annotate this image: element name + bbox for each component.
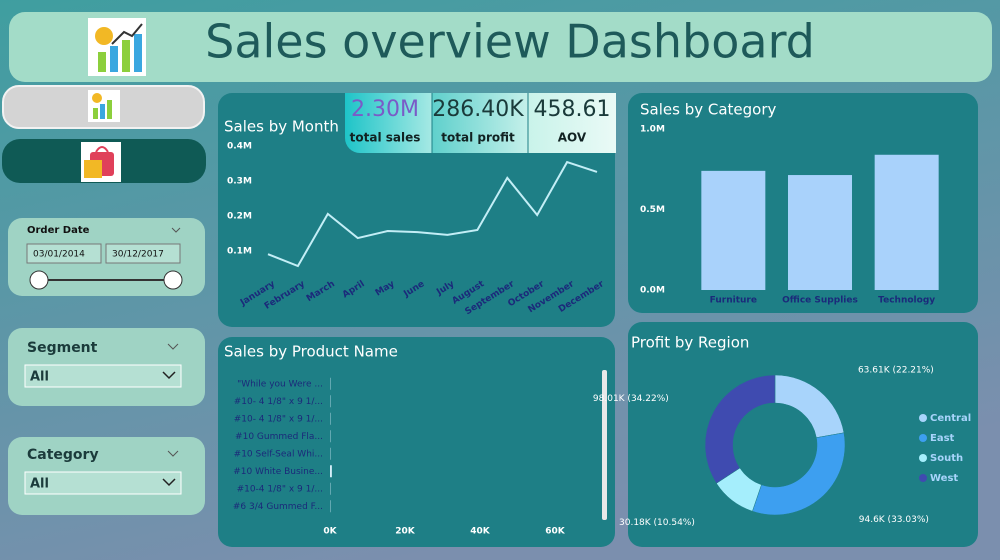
kpi-label: AOV bbox=[558, 131, 587, 145]
date-end: 30/12/2017 bbox=[112, 250, 164, 260]
chevron[interactable] bbox=[171, 227, 181, 233]
y-tick-label: #10 Self-Seal Whi... bbox=[234, 449, 323, 459]
data-label: 63.61K (22.21%) bbox=[858, 365, 934, 375]
scrollbar[interactable] bbox=[602, 370, 607, 520]
y-tick-label: #10 Gummed Fla... bbox=[235, 432, 323, 442]
chevron bbox=[167, 450, 179, 457]
x-tick-label: Technology bbox=[878, 296, 935, 306]
data-label: 98.01K (34.22%) bbox=[593, 394, 669, 404]
data-label: 94.6K (33.03%) bbox=[859, 515, 929, 525]
kpi-label: total sales bbox=[350, 131, 421, 145]
chart-title: Sales by Product Name bbox=[224, 343, 398, 361]
logo-icon bbox=[88, 18, 146, 76]
bar bbox=[330, 465, 332, 478]
data-label: 30.18K (10.54%) bbox=[619, 518, 695, 528]
y-tick-label: #6 3/4 Gummed F... bbox=[233, 502, 323, 512]
nav-icon bbox=[88, 90, 120, 122]
kpi-value: 2.30M bbox=[351, 97, 419, 122]
panel bbox=[218, 337, 615, 547]
y-tick-label: 1.0M bbox=[640, 125, 665, 135]
donut-slice bbox=[704, 374, 776, 484]
bar bbox=[874, 154, 939, 290]
x-tick-label: 0K bbox=[323, 527, 337, 537]
legend-label: West bbox=[930, 473, 958, 484]
legend-label: South bbox=[930, 453, 963, 464]
line-series bbox=[267, 160, 598, 268]
chevron bbox=[162, 371, 176, 380]
date-input[interactable] bbox=[105, 243, 181, 264]
kpi-tile bbox=[432, 93, 528, 153]
dropdown-value: All bbox=[30, 477, 49, 492]
bar bbox=[701, 170, 766, 290]
dropdown[interactable] bbox=[24, 364, 182, 388]
y-tick-label: 0.0M bbox=[640, 286, 665, 296]
y-tick-label: "While you Were ... bbox=[237, 379, 323, 389]
x-tick-label: 60K bbox=[545, 527, 566, 537]
y-tick-label: #10- 4 1/8" x 9 1/... bbox=[234, 397, 323, 407]
x-tick-label: 40K bbox=[470, 527, 491, 537]
dropdown-value: All bbox=[30, 370, 49, 385]
filter-label: Category bbox=[27, 447, 99, 463]
chart-title: Sales by Category bbox=[640, 101, 777, 119]
kpi-value: 286.40K bbox=[432, 97, 524, 122]
legend-label: East bbox=[930, 433, 955, 444]
y-tick-label: 0.1M bbox=[227, 247, 252, 257]
y-tick-label: 0.3M bbox=[227, 177, 252, 187]
kpi-label: total profit bbox=[441, 131, 515, 145]
slider-handle[interactable] bbox=[163, 270, 183, 290]
chevron bbox=[162, 478, 176, 487]
slider-handle[interactable] bbox=[29, 270, 49, 290]
chart-title: Sales by Month bbox=[224, 118, 339, 136]
kpi-tile bbox=[345, 93, 432, 153]
legend-marker bbox=[919, 474, 927, 482]
header-panel bbox=[9, 12, 992, 82]
panel bbox=[628, 322, 978, 547]
x-tick-label: Furniture bbox=[710, 296, 757, 306]
date-input[interactable] bbox=[26, 243, 102, 264]
legend-label: Central bbox=[930, 413, 971, 424]
y-tick-label: 0.4M bbox=[227, 142, 252, 152]
filter-label: Order Date bbox=[27, 225, 90, 236]
chevron bbox=[167, 343, 179, 350]
y-tick-label: #10- 4 1/8" x 9 1/... bbox=[234, 414, 323, 424]
x-tick-label: 20K bbox=[395, 527, 416, 537]
dropdown[interactable] bbox=[24, 471, 182, 495]
y-tick-label: 0.5M bbox=[640, 205, 665, 215]
y-tick-label: 0.2M bbox=[227, 212, 252, 222]
legend-marker bbox=[919, 454, 927, 462]
y-tick-label: #10-4 1/8" x 9 1/... bbox=[237, 484, 323, 494]
dashboard-title: Sales overview Dashboard bbox=[205, 15, 815, 69]
filter-label: Segment bbox=[27, 340, 98, 356]
legend-marker bbox=[919, 414, 927, 422]
bar bbox=[788, 175, 852, 290]
chart-title: Profit by Region bbox=[631, 334, 749, 352]
date-start: 03/01/2014 bbox=[33, 250, 85, 260]
x-tick-label: Office Supplies bbox=[782, 296, 858, 306]
nav-icon bbox=[81, 142, 121, 182]
y-tick-label: #10 White Busine... bbox=[233, 467, 323, 477]
kpi-value: 458.61 bbox=[534, 97, 611, 122]
kpi-tile bbox=[528, 93, 616, 153]
legend-marker bbox=[919, 434, 927, 442]
